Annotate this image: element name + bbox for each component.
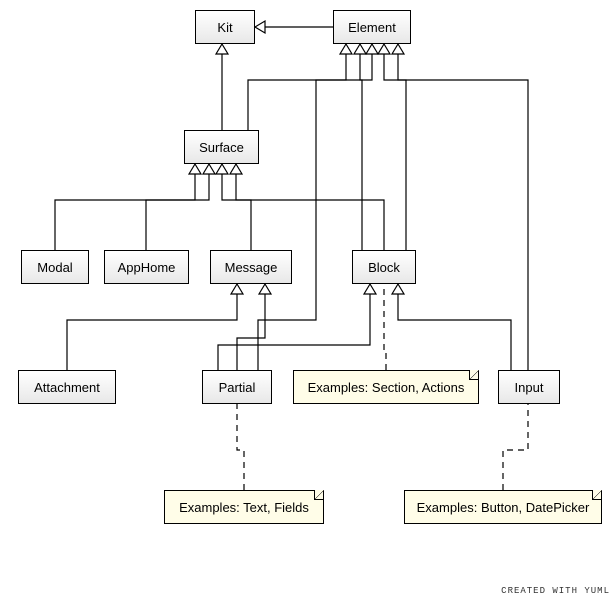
edge-msg-attachment	[67, 284, 243, 370]
node-modal: Modal	[21, 250, 89, 284]
node-partial: Partial	[202, 370, 272, 404]
edge-surface-message	[216, 164, 251, 250]
diagram-canvas: CREATED WITH YUML Kit Element Surface Modal…	[0, 0, 616, 600]
edge-surface-apphome	[146, 164, 215, 250]
node-label: Modal	[37, 260, 72, 275]
node-element: Element	[333, 10, 411, 44]
node-kit: Kit	[195, 10, 255, 44]
edge-block-element-a	[354, 44, 366, 250]
node-label: Kit	[217, 20, 232, 35]
edge-input-element	[392, 44, 528, 370]
node-label: Element	[348, 20, 396, 35]
node-label: Surface	[199, 140, 244, 155]
edge-block-element-b	[378, 44, 406, 250]
edge-surface-element	[248, 44, 352, 130]
node-attachment: Attachment	[18, 370, 116, 404]
edge-partial-element	[258, 44, 378, 370]
watermark: CREATED WITH YUML	[501, 586, 610, 596]
edge-block-input	[392, 284, 511, 370]
note-note_input: Examples: Button, DatePicker	[404, 490, 602, 524]
node-block: Block	[352, 250, 416, 284]
note-label: Examples: Button, DatePicker	[417, 500, 590, 515]
node-label: Message	[225, 260, 278, 275]
note-label: Examples: Section, Actions	[308, 380, 465, 395]
node-label: Input	[515, 380, 544, 395]
node-input: Input	[498, 370, 560, 404]
edge-note-block-edge	[384, 284, 386, 370]
note-note_block: Examples: Section, Actions	[293, 370, 479, 404]
edge-note-input-edge	[503, 404, 528, 490]
edge-kit-surface	[216, 44, 228, 130]
edge-block-partial	[218, 284, 376, 370]
node-surface: Surface	[184, 130, 259, 164]
node-apphome: AppHome	[104, 250, 189, 284]
edge-kit-element	[255, 21, 333, 33]
node-label: AppHome	[118, 260, 176, 275]
node-message: Message	[210, 250, 292, 284]
edge-surface-block	[230, 164, 384, 250]
edge-note-partial-edge	[237, 404, 244, 490]
node-label: Attachment	[34, 380, 100, 395]
edge-msg-partial	[237, 284, 271, 370]
edge-surface-modal	[55, 164, 201, 250]
note-label: Examples: Text, Fields	[179, 500, 309, 515]
node-label: Partial	[219, 380, 256, 395]
note-note_partial: Examples: Text, Fields	[164, 490, 324, 524]
node-label: Block	[368, 260, 400, 275]
